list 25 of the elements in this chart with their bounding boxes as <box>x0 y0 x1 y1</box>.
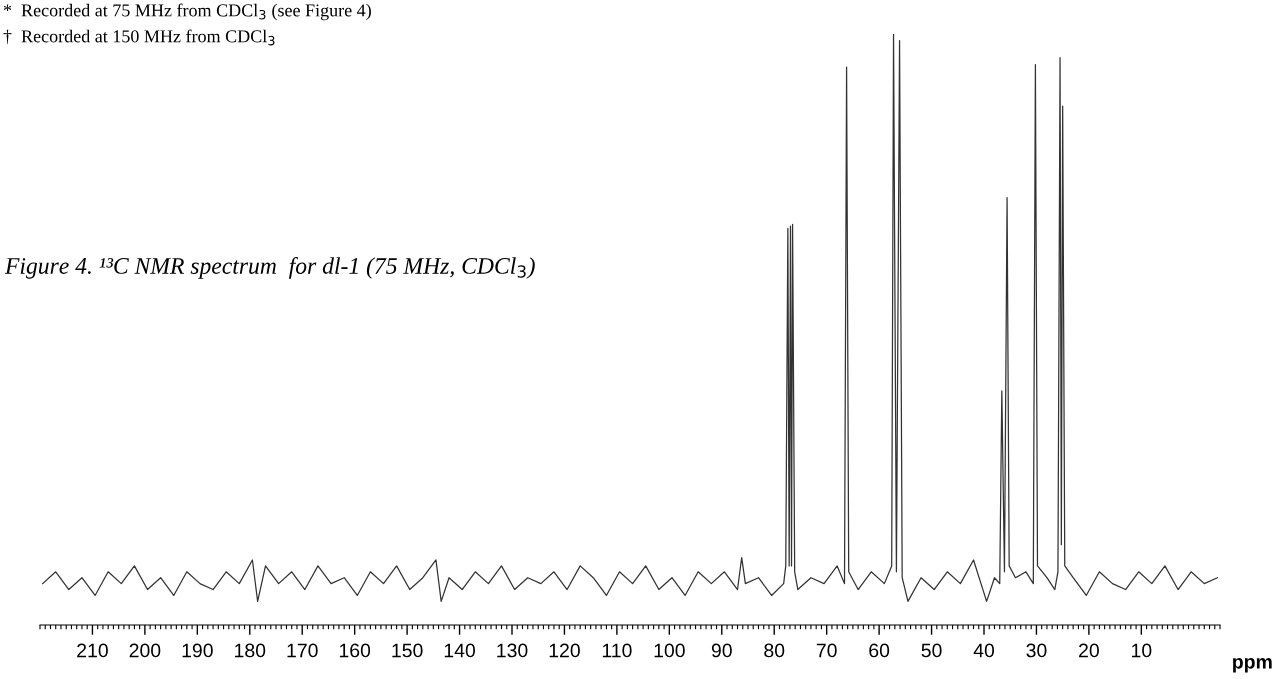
x-tick-label: 160 <box>339 643 371 658</box>
x-axis-title: ppm <box>1233 657 1272 673</box>
x-tick-label: 120 <box>549 643 580 658</box>
text: * Recorded at 75 MHz from CDCl$_{3}$ (see Figure 4) <box>3 3 371 21</box>
x-tick-label: 60 <box>869 643 890 658</box>
x-tick-label: 30 <box>1026 643 1047 658</box>
x-tick-label: 170 <box>287 643 318 658</box>
x-tick-label: 110 <box>602 643 632 658</box>
text: Figure 4. ¹³C NMR spectrum for dl-1 (75 MHz, CDCl$_{3}$) <box>4 257 535 279</box>
x-tick-label: 140 <box>444 643 476 658</box>
x-tick-label: 80 <box>764 643 785 658</box>
annotation: † Recorded at 150 MHz from CDCl$_{3}$ <box>3 29 275 46</box>
x-tick-label: 130 <box>497 643 528 658</box>
x-tick-label: 100 <box>654 643 685 658</box>
x-tick-label: 40 <box>973 643 995 658</box>
x-tick-label: 180 <box>235 643 266 658</box>
x-tick-label: 200 <box>129 643 161 658</box>
x-tick-label: 10 <box>1132 643 1152 658</box>
x-tick-label: 20 <box>1079 643 1099 658</box>
x-tick-label: 90 <box>711 643 732 658</box>
x-tick-label: 50 <box>921 643 942 658</box>
x-tick-label: 150 <box>392 643 423 658</box>
x-tick-label: 210 <box>77 643 108 658</box>
x-tick-label: 190 <box>182 643 213 658</box>
x-tick-label: 70 <box>816 643 837 658</box>
